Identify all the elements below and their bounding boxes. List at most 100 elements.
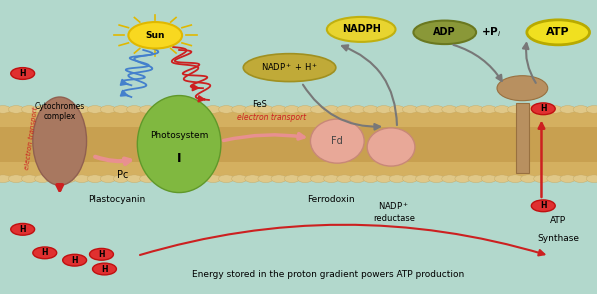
Circle shape — [153, 106, 168, 113]
Circle shape — [271, 106, 287, 113]
Circle shape — [494, 175, 510, 183]
Ellipse shape — [527, 20, 589, 45]
Circle shape — [205, 175, 221, 183]
Circle shape — [93, 263, 116, 275]
Text: H: H — [101, 265, 107, 273]
Circle shape — [113, 106, 129, 113]
Circle shape — [363, 106, 378, 113]
Text: H: H — [42, 248, 48, 257]
Text: Photosystem: Photosystem — [150, 131, 208, 140]
Circle shape — [0, 175, 11, 183]
Circle shape — [48, 106, 63, 113]
Text: H: H — [99, 250, 104, 259]
Circle shape — [389, 175, 405, 183]
Circle shape — [284, 106, 300, 113]
Circle shape — [547, 175, 562, 183]
Circle shape — [21, 106, 37, 113]
Circle shape — [113, 175, 129, 183]
Circle shape — [547, 106, 562, 113]
Circle shape — [21, 175, 37, 183]
Text: Plastocyanin: Plastocyanin — [88, 196, 145, 204]
Circle shape — [100, 175, 116, 183]
Circle shape — [363, 175, 378, 183]
Bar — [0, 112, 597, 176]
Circle shape — [74, 175, 90, 183]
Circle shape — [284, 175, 300, 183]
Ellipse shape — [497, 76, 547, 101]
Circle shape — [128, 22, 182, 49]
Circle shape — [507, 106, 523, 113]
Circle shape — [560, 106, 576, 113]
Circle shape — [350, 175, 365, 183]
Ellipse shape — [310, 119, 364, 163]
Circle shape — [11, 223, 35, 235]
Circle shape — [61, 106, 76, 113]
Circle shape — [468, 175, 484, 183]
Bar — [516, 103, 529, 173]
Circle shape — [63, 254, 87, 266]
Text: NADP$^+$
reductase: NADP$^+$ reductase — [373, 201, 415, 223]
Text: Synthase: Synthase — [537, 234, 579, 243]
Text: electron transport: electron transport — [237, 113, 306, 122]
Text: H: H — [72, 256, 78, 265]
Circle shape — [531, 103, 555, 115]
Circle shape — [8, 175, 24, 183]
Circle shape — [521, 175, 536, 183]
Ellipse shape — [327, 17, 395, 42]
Circle shape — [507, 175, 523, 183]
Text: I: I — [177, 152, 181, 165]
Text: FeS: FeS — [253, 100, 267, 109]
Circle shape — [8, 106, 24, 113]
Circle shape — [429, 175, 444, 183]
Circle shape — [586, 106, 597, 113]
Circle shape — [337, 175, 352, 183]
Circle shape — [376, 106, 392, 113]
Text: NADP$^+$ + H$^+$: NADP$^+$ + H$^+$ — [261, 62, 318, 74]
Circle shape — [127, 175, 142, 183]
Text: ATP: ATP — [550, 216, 567, 225]
Circle shape — [166, 175, 181, 183]
Circle shape — [35, 106, 50, 113]
Circle shape — [350, 106, 365, 113]
Circle shape — [521, 106, 536, 113]
Text: H: H — [20, 225, 26, 234]
Circle shape — [324, 106, 339, 113]
Text: H: H — [540, 104, 546, 113]
Circle shape — [140, 106, 155, 113]
Circle shape — [416, 106, 431, 113]
Circle shape — [258, 106, 273, 113]
Circle shape — [192, 106, 208, 113]
Text: Fd: Fd — [331, 136, 343, 146]
Circle shape — [297, 175, 313, 183]
Circle shape — [416, 175, 431, 183]
Circle shape — [573, 106, 589, 113]
Text: H: H — [540, 201, 546, 210]
Text: NADPH: NADPH — [341, 24, 381, 34]
Circle shape — [205, 106, 221, 113]
Ellipse shape — [33, 97, 87, 185]
Text: H: H — [20, 69, 26, 78]
Circle shape — [219, 175, 234, 183]
Circle shape — [442, 175, 457, 183]
Circle shape — [232, 175, 247, 183]
Circle shape — [442, 106, 457, 113]
Circle shape — [232, 106, 247, 113]
Circle shape — [573, 175, 589, 183]
Circle shape — [166, 106, 181, 113]
Circle shape — [376, 175, 392, 183]
Circle shape — [140, 175, 155, 183]
Ellipse shape — [413, 21, 476, 44]
Circle shape — [258, 175, 273, 183]
Circle shape — [0, 106, 11, 113]
Circle shape — [297, 106, 313, 113]
Text: electron transport: electron transport — [24, 106, 38, 170]
Bar — [0, 127, 597, 162]
Circle shape — [389, 106, 405, 113]
Circle shape — [90, 248, 113, 260]
Circle shape — [219, 106, 234, 113]
Circle shape — [48, 175, 63, 183]
Text: Energy stored in the proton gradient powers ATP production: Energy stored in the proton gradient pow… — [192, 270, 464, 279]
Circle shape — [310, 106, 326, 113]
Circle shape — [310, 175, 326, 183]
Circle shape — [468, 106, 484, 113]
